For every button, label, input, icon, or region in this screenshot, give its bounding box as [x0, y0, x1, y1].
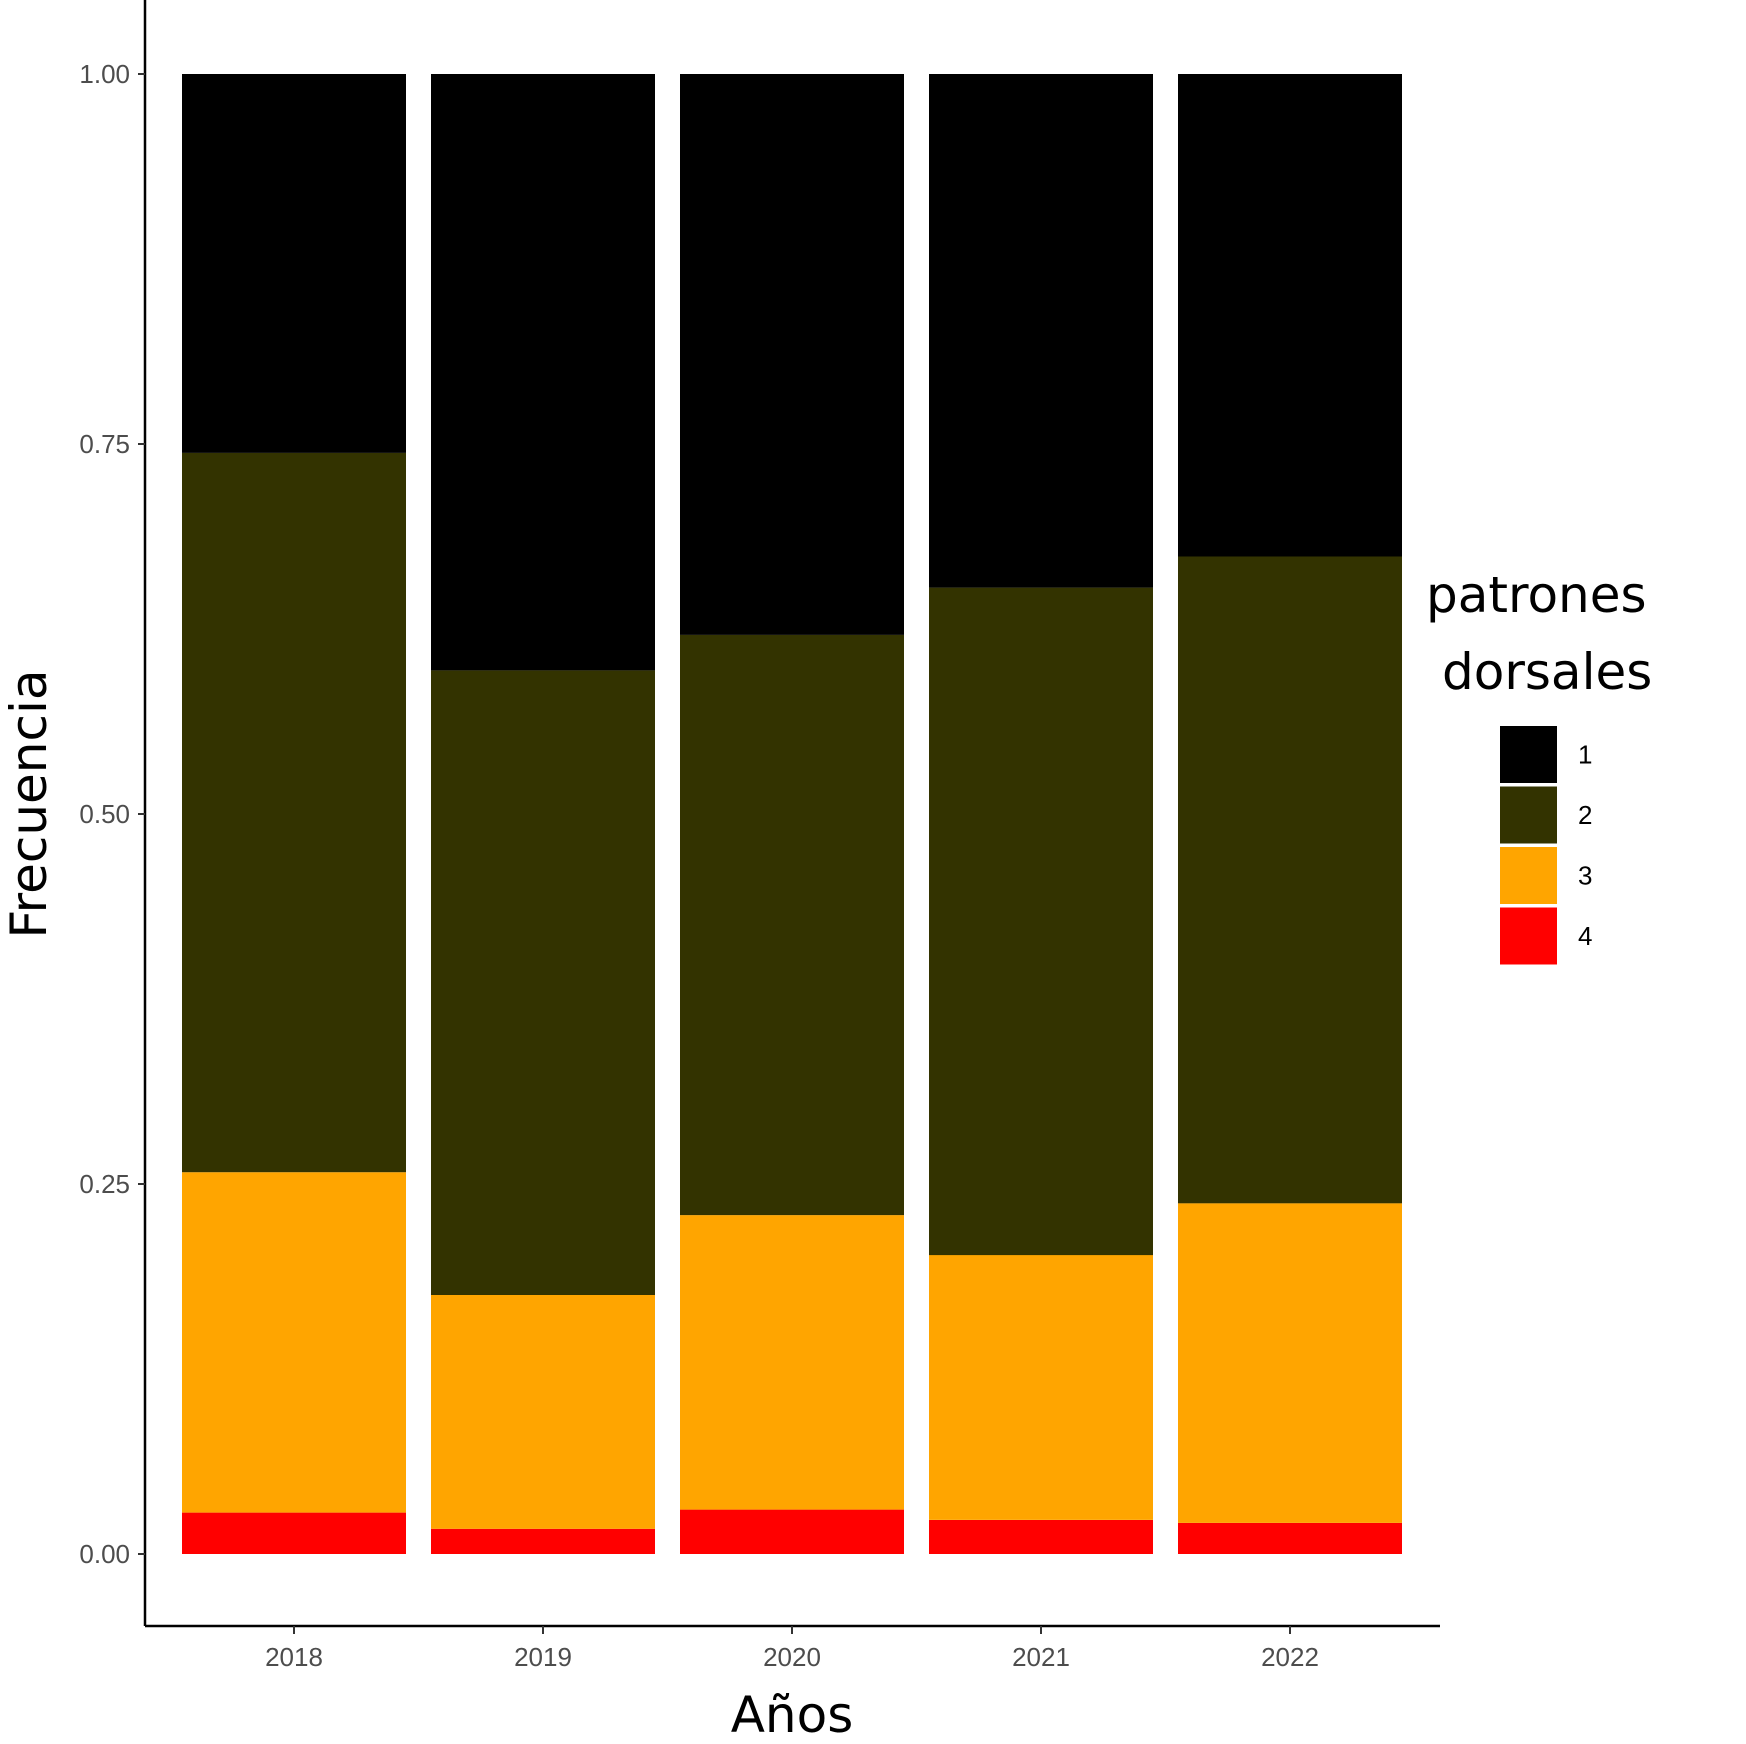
- bar-2022-series-2: [1178, 556, 1402, 1204]
- bar-2021-series-4: [929, 1520, 1153, 1554]
- legend-swatch-2: [1500, 786, 1557, 844]
- bar-2018-series-2: [182, 452, 406, 1173]
- legend-swatch-4: [1500, 907, 1557, 965]
- y-tick-label: 0.50: [79, 799, 130, 829]
- legend-items: 1 2 3 4: [1500, 726, 1592, 965]
- legend-label-3: 3: [1578, 861, 1592, 891]
- x-tick-label: 2020: [763, 1642, 821, 1672]
- bar-2020-series-1: [680, 74, 904, 635]
- legend-label-1: 1: [1578, 740, 1592, 770]
- bar-2019-series-1: [431, 74, 655, 671]
- bar-2020-series-3: [680, 1215, 904, 1510]
- x-tick-label: 2021: [1012, 1642, 1070, 1672]
- bar-2021-series-3: [929, 1255, 1153, 1520]
- legend: patrones dorsales 1 2 3 4: [1426, 566, 1652, 965]
- bar-2018-series-1: [182, 74, 406, 453]
- y-ticks-group: 0.00 0.25 0.50 0.75 1.00: [79, 59, 145, 1569]
- legend-swatch-1: [1500, 726, 1557, 783]
- bar-2021-series-1: [929, 74, 1153, 588]
- x-tick-label: 2022: [1261, 1642, 1319, 1672]
- x-tick-label: 2018: [265, 1642, 323, 1672]
- bar-2022-series-3: [1178, 1203, 1402, 1523]
- x-ticks-group: 2018 2019 2020 2021 2022: [265, 1626, 1319, 1672]
- y-tick-label: 0.00: [79, 1539, 130, 1569]
- bar-2018-series-3: [182, 1172, 406, 1513]
- bar-2022-series-4: [1178, 1522, 1402, 1554]
- bar-2020-series-4: [680, 1509, 904, 1554]
- y-axis-title: Frecuencia: [0, 670, 58, 939]
- x-axis-title: Años: [731, 1686, 854, 1744]
- legend-title-line-1: patrones: [1426, 566, 1647, 624]
- bar-2018-series-4: [182, 1512, 406, 1554]
- bars-group: [182, 74, 1402, 1554]
- bar-2021-series-2: [929, 587, 1153, 1256]
- legend-swatch-3: [1500, 847, 1557, 904]
- bar-2022-series-1: [1178, 74, 1402, 557]
- y-tick-label: 0.25: [79, 1169, 130, 1199]
- y-tick-label: 1.00: [79, 59, 130, 89]
- legend-label-4: 4: [1578, 921, 1592, 951]
- legend-label-2: 2: [1578, 800, 1592, 830]
- bar-2019-series-4: [431, 1528, 655, 1554]
- bar-2019-series-3: [431, 1295, 655, 1529]
- y-tick-label: 0.75: [79, 429, 130, 459]
- x-tick-label: 2019: [514, 1642, 572, 1672]
- bar-2020-series-2: [680, 634, 904, 1216]
- bar-2019-series-2: [431, 670, 655, 1295]
- legend-title-line-2: dorsales: [1442, 643, 1652, 701]
